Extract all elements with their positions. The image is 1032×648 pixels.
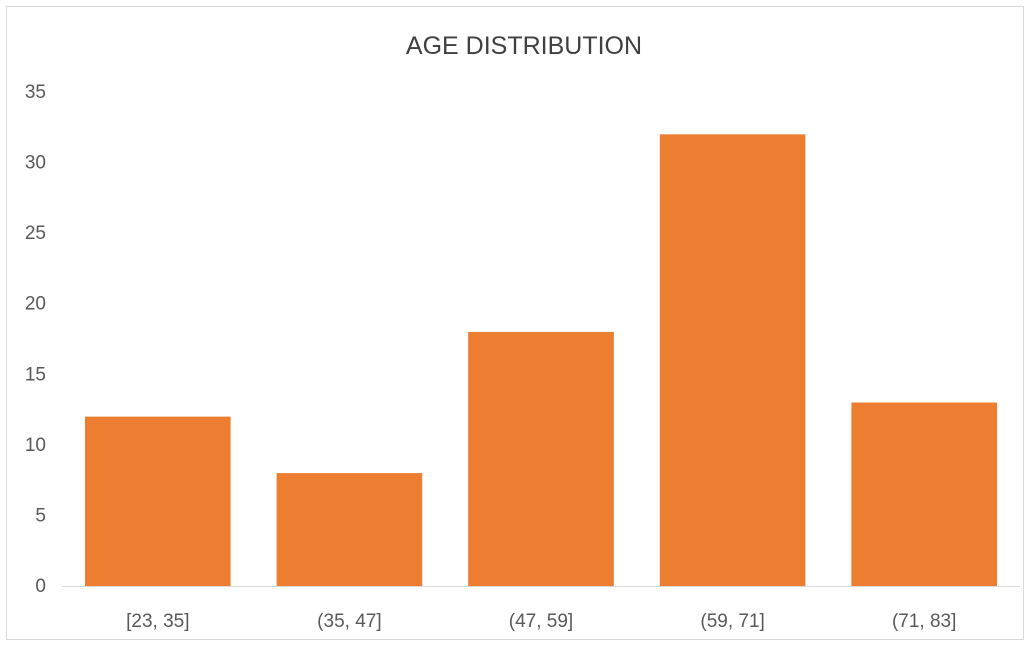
x-tick-label: (59, 71] <box>700 611 764 632</box>
y-tick-label: 0 <box>35 576 46 597</box>
x-tick-label: (47, 59] <box>509 611 573 632</box>
y-tick-label: 25 <box>25 223 46 244</box>
bars <box>85 134 997 586</box>
y-tick-label: 15 <box>25 364 46 385</box>
chart-title: AGE DISTRIBUTION <box>406 32 642 60</box>
bar <box>277 473 423 586</box>
x-tick-label: [23, 35] <box>126 611 189 632</box>
y-axis-ticks: 0 5 10 15 20 25 30 35 <box>25 82 46 597</box>
bar <box>85 417 231 586</box>
bar <box>851 403 997 586</box>
x-tick-label: (71, 83] <box>892 611 956 632</box>
x-axis-ticks: [23, 35] (35, 47] (47, 59] (59, 71] (71, 83] <box>126 611 956 632</box>
y-tick-label: 30 <box>25 153 46 174</box>
y-tick-label: 5 <box>35 505 46 526</box>
y-tick-label: 20 <box>25 294 46 315</box>
y-tick-label: 10 <box>25 435 46 456</box>
y-tick-label: 35 <box>25 82 46 103</box>
x-tick-label: (35, 47] <box>317 611 381 632</box>
bar <box>468 332 614 586</box>
bar <box>660 134 806 586</box>
